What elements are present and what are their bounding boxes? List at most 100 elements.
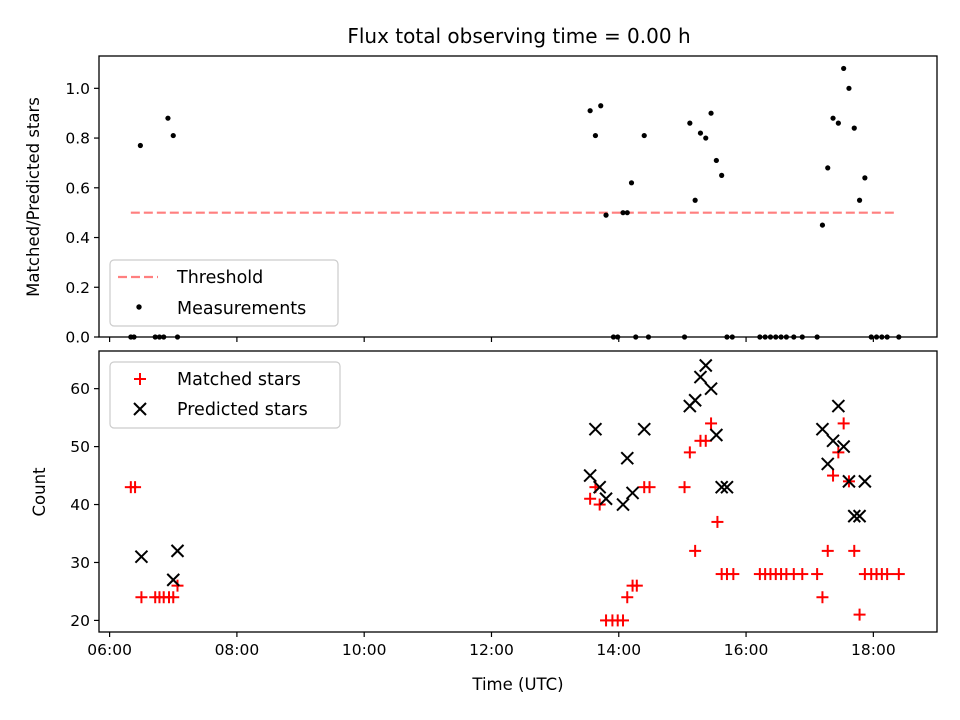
predicted-stars-point [704, 381, 718, 396]
matched-stars-point [593, 498, 606, 511]
matched-stars-point [171, 579, 184, 592]
measurements-point [697, 130, 704, 136]
measurements-point [592, 132, 599, 139]
predicted-stars-point [836, 439, 851, 454]
x-tick-label: 10:00 [342, 641, 387, 659]
predicted-stars-point [134, 549, 149, 564]
matched-stars-point [630, 579, 643, 592]
matched-stars-point [621, 591, 634, 604]
matched-stars-point [727, 568, 740, 581]
legend-measurements-label: Measurements [177, 299, 306, 319]
matched-stars-point [705, 417, 718, 430]
measurements-point [703, 135, 709, 141]
measurements-point [841, 65, 847, 72]
matched-stars-point [584, 492, 597, 505]
legend-matched-swatch [134, 373, 146, 385]
matched-stars-point [699, 434, 712, 447]
predicted-stars-point [709, 428, 724, 442]
predicted-stars-point [821, 457, 835, 471]
measurements-point [846, 85, 852, 91]
x-tick-label: 06:00 [87, 641, 132, 659]
measurements-point [624, 210, 630, 216]
top-panel: 0.0 0.2 0.4 0.6 0.8 1.0 Matched/Predicted sta… [24, 55, 938, 347]
measurements-point [137, 142, 143, 149]
matched-stars-point [837, 417, 850, 430]
matched-stars-point [129, 481, 142, 494]
bottom-legend-box [109, 361, 341, 429]
matched-stars-point [892, 568, 905, 581]
predicted-stars-point [714, 480, 729, 494]
predicted-stars-point [620, 451, 634, 465]
measurements-point [851, 125, 857, 131]
measurements-point [825, 165, 831, 171]
matched-stars-point [617, 614, 630, 627]
matched-stars-point [848, 544, 861, 557]
predicted-stars-point [170, 544, 185, 558]
predicted-stars-point [847, 509, 861, 523]
chart-title: Flux total observing time = 0.00 h [347, 24, 690, 48]
bottom-ticks: 06:00 08:00 10:00 12:00 14:00 16:00 18:00 20 30 4… [70, 380, 895, 659]
matched-stars-point [821, 544, 834, 557]
matched-stars-point [816, 591, 829, 604]
y-tick-label: 0.4 [65, 229, 90, 247]
predicted-stars-point [625, 486, 640, 500]
measurements-point [170, 132, 176, 139]
bottom-panel: 06:00 08:00 10:00 12:00 14:00 16:00 18:00 20 30 4… [30, 350, 938, 694]
predicted-stars-point [826, 434, 840, 448]
predicted-stars-point [720, 480, 734, 494]
matched-stars-point [811, 568, 824, 581]
measurements-point [687, 120, 693, 126]
top-legend: Threshold Measurements [109, 259, 339, 327]
measurements-point [587, 108, 593, 114]
predicted-stars-point [592, 480, 607, 494]
top-legend-box [109, 259, 339, 327]
matched-stars-point [711, 515, 724, 528]
measurements-point [620, 210, 626, 216]
predicted-stars-point [699, 358, 713, 373]
measurements-point [641, 132, 647, 139]
y-tick-label: 40 [70, 496, 90, 514]
predicted-stars-point [588, 422, 603, 436]
measurements-point [719, 172, 725, 178]
top-ylabel: Matched/Predicted stars [24, 97, 43, 297]
measurements-point [165, 115, 171, 121]
matched-stars-point [135, 591, 148, 604]
measurements-point [598, 103, 604, 109]
measurements-point [856, 197, 863, 203]
matched-stars-point [683, 446, 696, 459]
bottom-axes-frame [98, 350, 938, 633]
predicted-stars-point [688, 393, 702, 407]
measurements-point [628, 180, 635, 186]
measurements-point [830, 115, 836, 121]
x-tick-label: 16:00 [724, 641, 769, 659]
legend-predicted-swatch [133, 402, 147, 416]
matched-stars-point [689, 544, 702, 557]
predicted-stars-point [852, 509, 867, 523]
legend-measurements-swatch [136, 304, 142, 310]
top-ticks: 0.0 0.2 0.4 0.6 0.8 1.0 [65, 80, 874, 347]
matched-stars-point [643, 481, 656, 494]
measurements-point [713, 157, 719, 164]
matched-stars-point [678, 481, 691, 494]
predicted-stars-point [583, 468, 597, 483]
x-tick-label: 18:00 [851, 641, 896, 659]
matched-stars-point [167, 591, 180, 604]
predicted-stars-point [166, 573, 180, 587]
predicted-stars-point [831, 399, 846, 413]
measurements-point [835, 120, 841, 126]
bottom-series [124, 358, 905, 627]
y-tick-label: 20 [70, 612, 90, 630]
predicted-stars-point [616, 497, 630, 512]
predicted-stars-point [693, 370, 708, 384]
legend-matched-label: Matched stars [177, 370, 301, 390]
bottom-ylabel: Count [30, 467, 49, 517]
bottom-legend: Matched stars Predicted stars [109, 361, 341, 429]
measurements-point [862, 175, 868, 181]
legend-predicted-label: Predicted stars [177, 400, 308, 420]
predicted-stars-point [637, 422, 651, 436]
matched-stars-point [853, 608, 866, 621]
y-tick-label: 1.0 [65, 80, 90, 98]
y-tick-label: 60 [70, 380, 90, 398]
predicted-stars-point [842, 474, 856, 489]
